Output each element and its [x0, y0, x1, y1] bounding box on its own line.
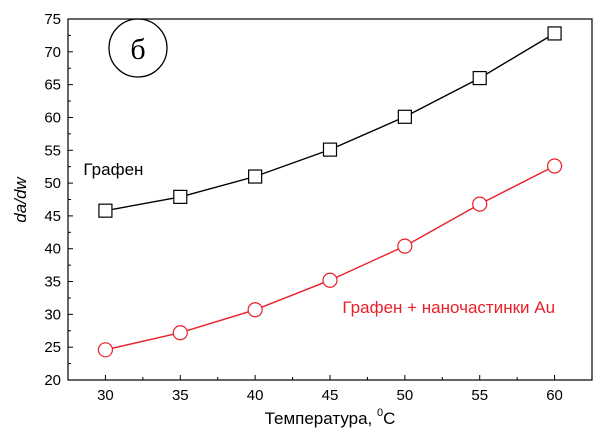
- y-tick-label: 35: [44, 274, 61, 291]
- plot-area: [67, 18, 593, 381]
- data-point-square: [397, 109, 412, 124]
- series-line: [105, 32, 555, 212]
- data-point-circle: [397, 238, 413, 254]
- y-tick-label: 25: [44, 339, 61, 356]
- data-point-circle: [97, 342, 114, 358]
- x-tick-label: 50: [397, 387, 414, 404]
- y-axis: 20 25 30 35 40 45 50 55 60 65 70 75: [44, 11, 73, 389]
- series-label: Графен: [83, 160, 143, 179]
- x-axis: 30 35 40 45 50 55 60: [67, 375, 593, 404]
- x-tick-label: 45: [322, 387, 339, 404]
- data-point-square: [547, 26, 562, 41]
- y-tick-label: 55: [44, 142, 61, 159]
- data-point-circle: [247, 302, 263, 318]
- data-point-square: [248, 169, 263, 184]
- data-point-circle: [172, 325, 188, 341]
- y-tick-label: 20: [44, 372, 61, 389]
- panel-label: б: [130, 33, 145, 66]
- x-axis-title: Температура, 0C: [265, 407, 396, 428]
- y-tick-label: 30: [44, 306, 61, 323]
- y-axis-title: da/dw: [11, 176, 30, 223]
- series-1: Графен: [83, 26, 562, 218]
- y-tick-label: 70: [44, 44, 61, 61]
- x-axis-title-unit: C: [383, 409, 395, 428]
- x-tick-label: 55: [471, 387, 488, 404]
- x-axis-title-sup: 0: [377, 407, 383, 419]
- y-tick-label: 60: [44, 109, 61, 126]
- series-label: Графен + наночастинки Au: [342, 298, 555, 317]
- y-tick-label: 65: [44, 77, 61, 94]
- data-point-square: [472, 70, 487, 86]
- y-tick-label: 45: [44, 208, 61, 225]
- data-point-circle: [546, 158, 563, 174]
- y-tick-label: 40: [44, 241, 61, 258]
- data-point-square: [173, 189, 188, 204]
- data-point-circle: [472, 196, 488, 212]
- x-tick-label: 35: [172, 387, 189, 404]
- x-tick-label: 30: [97, 387, 114, 404]
- series-2: Графен + наночастинки Au: [97, 158, 563, 358]
- y-tick-label: 75: [44, 11, 61, 28]
- x-tick-label: 40: [247, 387, 264, 404]
- data-point-square: [98, 203, 113, 218]
- x-tick-label: 60: [546, 387, 563, 404]
- data-point-square: [322, 142, 338, 157]
- panel-label-circle: [108, 18, 168, 78]
- panel-label-badge: б: [108, 18, 168, 78]
- data-point-circle: [322, 272, 338, 288]
- y-tick-label: 50: [44, 175, 61, 192]
- series-layer: Графен Графен + наночастинки Au: [83, 26, 563, 358]
- series-line: [105, 165, 555, 351]
- plot-frame: [67, 18, 593, 381]
- x-axis-title-main: Температура,: [265, 409, 377, 428]
